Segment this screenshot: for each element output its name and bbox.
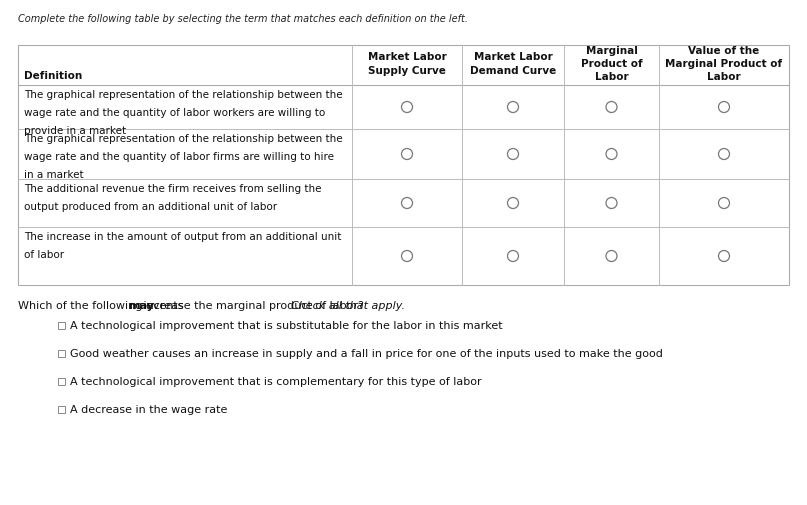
Bar bbox=[58, 406, 65, 413]
Bar bbox=[58, 378, 65, 385]
Text: Complete the following table by selecting the term that matches each definition : Complete the following table by selectin… bbox=[18, 14, 468, 24]
Text: Check all that apply.: Check all that apply. bbox=[291, 300, 405, 311]
Text: Market Labor
Supply Curve: Market Labor Supply Curve bbox=[368, 53, 446, 75]
Text: The increase in the amount of output from an additional unit
of labor: The increase in the amount of output fro… bbox=[24, 231, 341, 260]
Text: increase the marginal product of labor?: increase the marginal product of labor? bbox=[140, 300, 368, 311]
Text: The graphical representation of the relationship between the
wage rate and the q: The graphical representation of the rela… bbox=[24, 90, 343, 136]
Text: Market Labor
Demand Curve: Market Labor Demand Curve bbox=[470, 53, 556, 75]
Text: A technological improvement that is substitutable for the labor in this market: A technological improvement that is subs… bbox=[70, 320, 503, 330]
Bar bbox=[58, 322, 65, 329]
Text: A technological improvement that is complementary for this type of labor: A technological improvement that is comp… bbox=[70, 376, 482, 386]
Text: The additional revenue the firm receives from selling the
output produced from a: The additional revenue the firm receives… bbox=[24, 184, 321, 212]
Bar bbox=[58, 350, 65, 357]
Text: Value of the
Marginal Product of
Labor: Value of the Marginal Product of Labor bbox=[666, 46, 783, 82]
Text: Definition: Definition bbox=[24, 71, 82, 81]
Bar bbox=[18, 46, 789, 285]
Text: Marginal
Product of
Labor: Marginal Product of Labor bbox=[581, 46, 642, 82]
Text: A decrease in the wage rate: A decrease in the wage rate bbox=[70, 404, 228, 414]
Text: Which of the following events: Which of the following events bbox=[18, 300, 187, 311]
Text: Good weather causes an increase in supply and a fall in price for one of the inp: Good weather causes an increase in suppl… bbox=[70, 348, 663, 358]
Text: may: may bbox=[128, 300, 154, 311]
Text: The graphical representation of the relationship between the
wage rate and the q: The graphical representation of the rela… bbox=[24, 134, 343, 180]
